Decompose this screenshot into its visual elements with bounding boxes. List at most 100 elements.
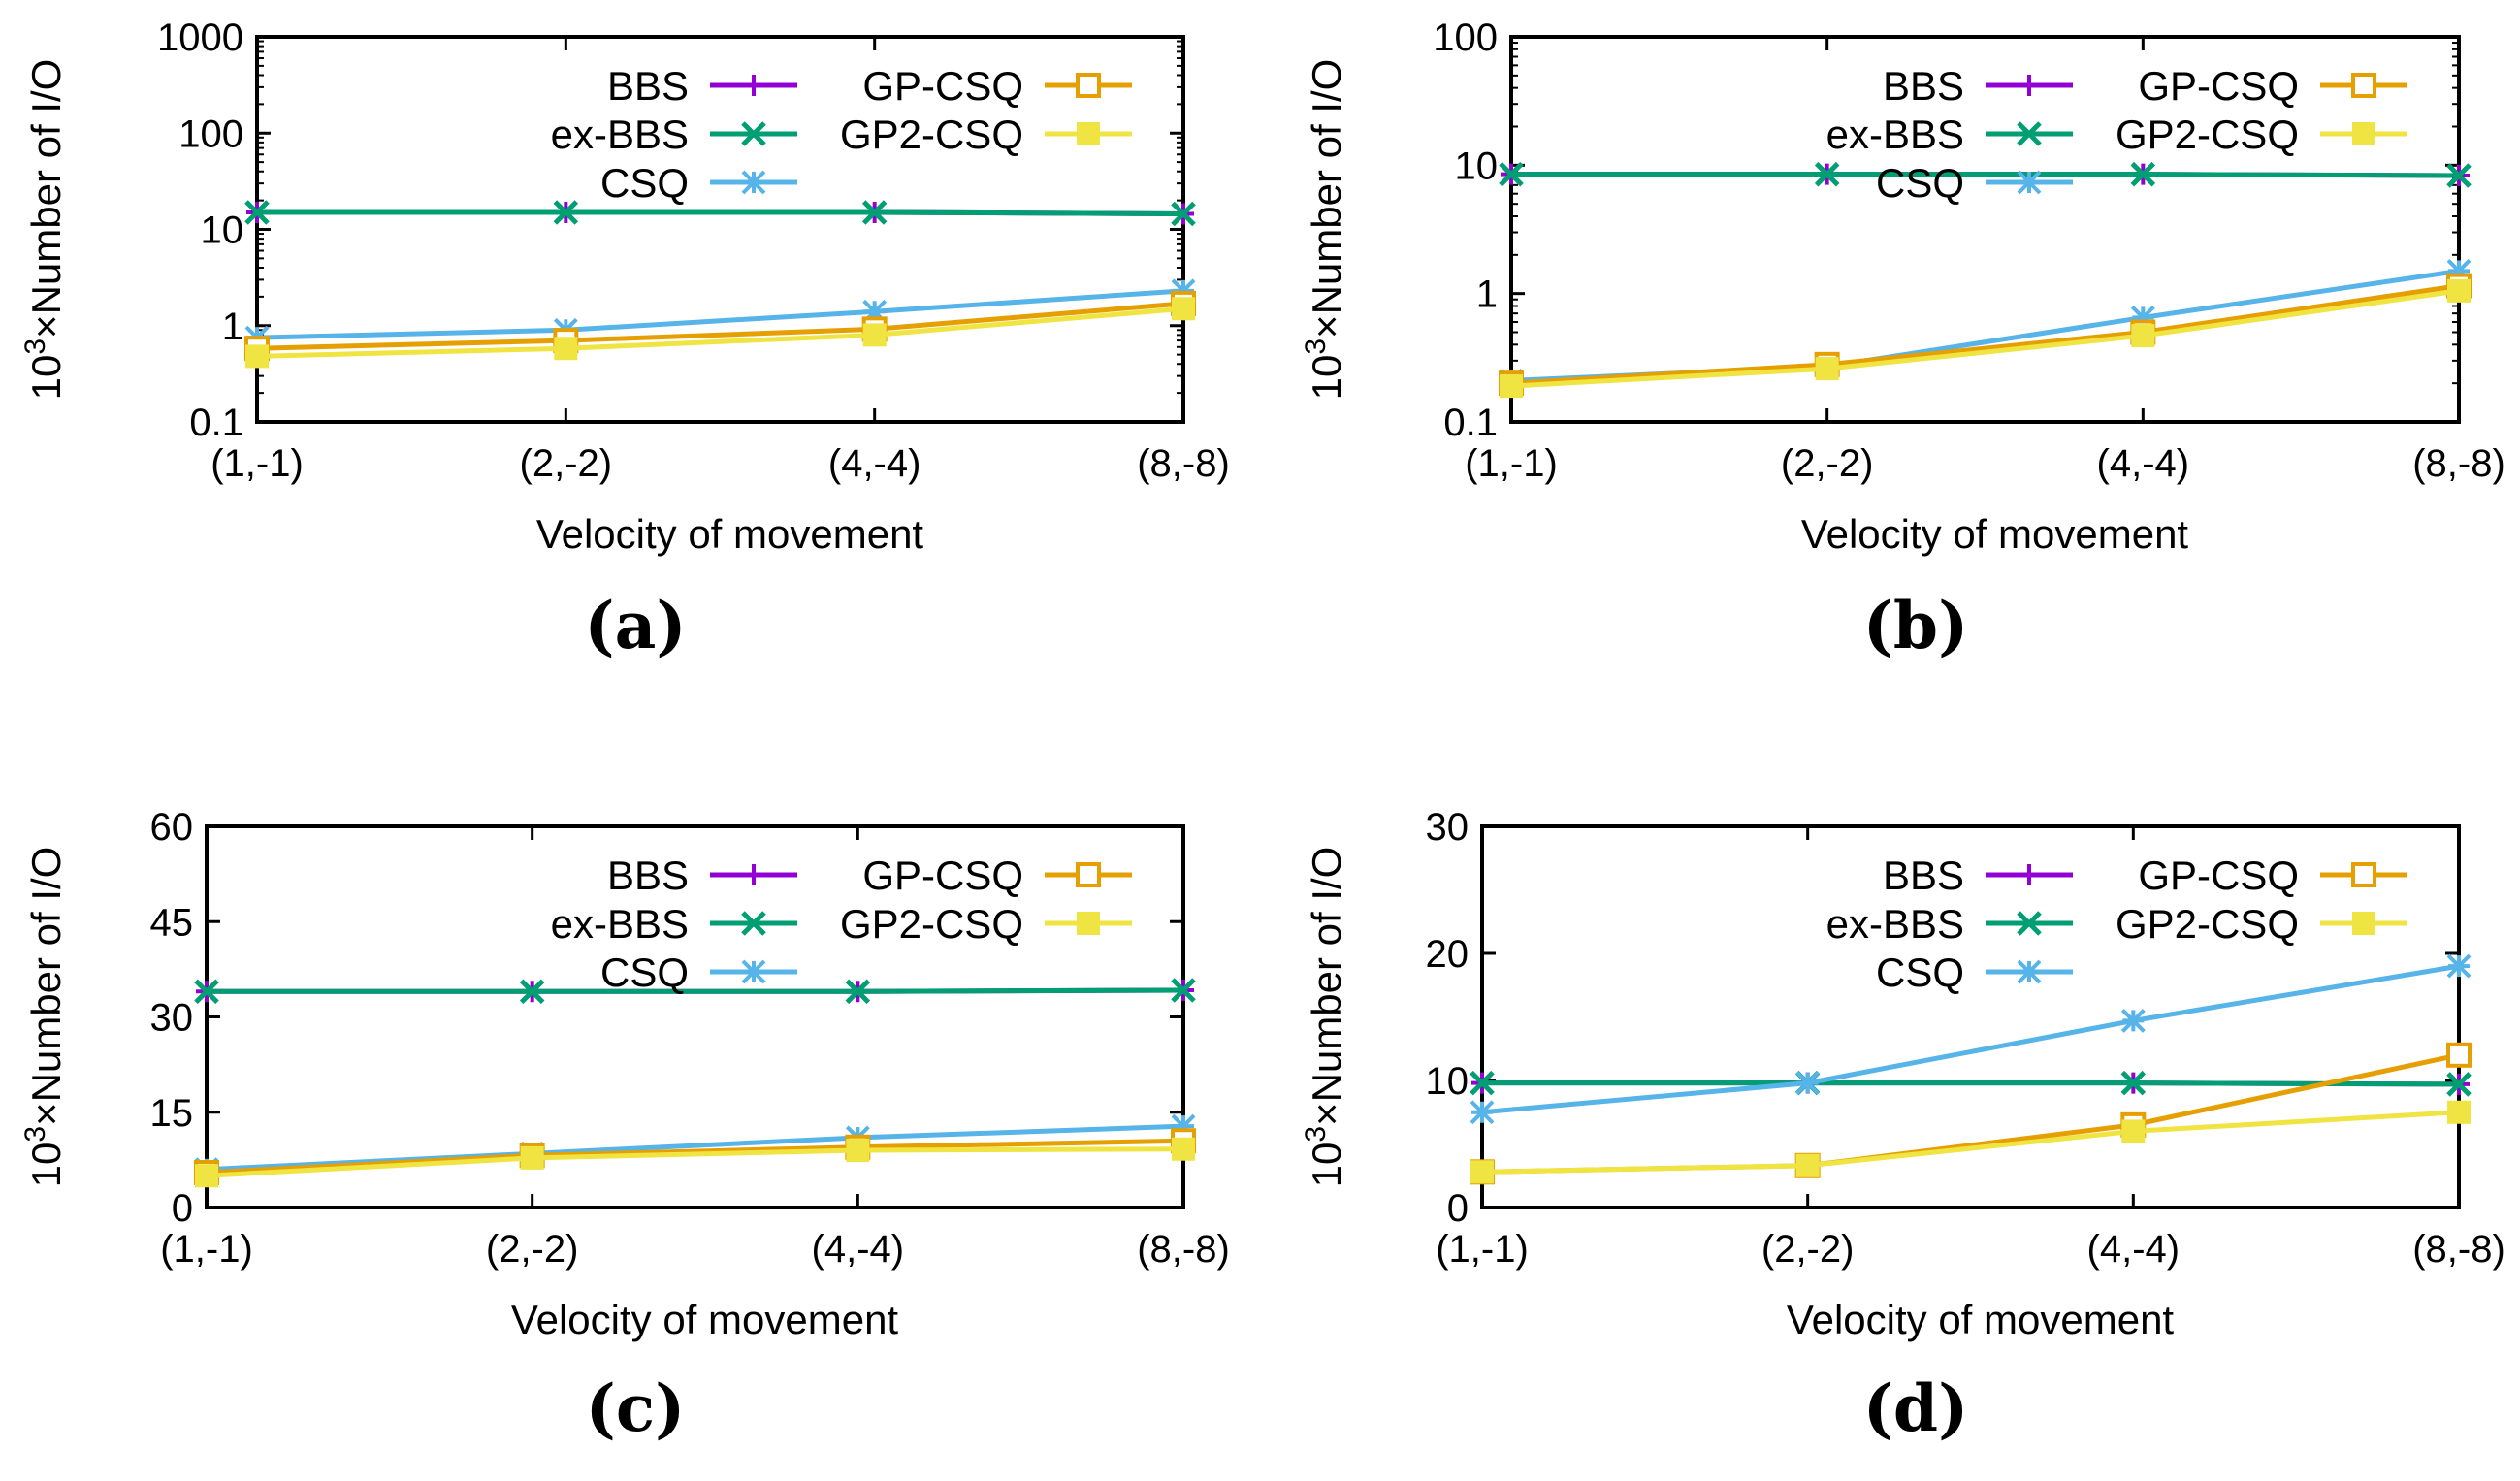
y-axis-title: 103×Number of I/O (19, 59, 69, 401)
legend-label-gp-csq: GP-CSQ (2138, 853, 2299, 898)
y-axis-title-base: 10 (23, 1143, 69, 1188)
y-axis-title-base: 10 (23, 355, 69, 401)
data-point-gp2-csq (1172, 297, 1195, 321)
x-tick-label: (8,-8) (2412, 442, 2505, 485)
data-point-ex-bbs (2446, 163, 2472, 188)
y-tick-label: 60 (150, 806, 194, 849)
legend-label-bbs: BBS (1883, 853, 1964, 898)
data-point-gp2-csq (1795, 1153, 1820, 1177)
legend-marker-ex-bbs (2017, 911, 2042, 936)
data-point-csq (862, 299, 888, 324)
data-point-ex-bbs (1499, 161, 1524, 187)
data-point-ex-bbs (1814, 161, 1840, 187)
y-axis-title-text: ×Number of I/O (1304, 847, 1349, 1126)
legend-marker-gp2-csq (1077, 122, 1100, 145)
x-tick-label: (1,-1) (1465, 442, 1558, 485)
y-tick-label: 100 (1433, 16, 1498, 59)
chart-panel-d: 0 10 20 30 (1,-1) (2,-2) (4,-4) (8,-8) Velocity … (1300, 806, 2505, 1446)
data-point-csq (1470, 1100, 1495, 1125)
data-point-csq (1171, 1113, 1196, 1139)
data-point-gp2-csq (1500, 374, 1523, 399)
series-line-gp-csq (206, 1138, 1184, 1175)
legend-marker-csq (741, 170, 766, 195)
data-point-ex-bbs (2120, 1070, 2147, 1096)
legend-label-gp-csq: GP-CSQ (862, 853, 1023, 898)
legend-label-bbs: BBS (607, 853, 689, 898)
series-line-ex-bbs (257, 209, 1184, 216)
plot-frame (255, 35, 1185, 424)
series-line-gp-csq (1510, 283, 2460, 386)
data-point-csq (2446, 258, 2472, 283)
legend-label-gp-csq: GP-CSQ (862, 63, 1023, 109)
legend-marker-gp-csq (2351, 73, 2376, 98)
legend-marker-gp-csq (1076, 73, 1101, 98)
data-point-ex-bbs (194, 979, 219, 1005)
chart-panel-a: 0.1 1 10 100 1000 (1,-1) (2,-2) (4,-4) (8,-8) Vel… (19, 16, 1230, 663)
y-tick-label: 1000 (157, 16, 243, 59)
data-point-ex-bbs (845, 979, 871, 1005)
x-tick-label: (1,-1) (210, 442, 304, 485)
y-tick-label: 100 (178, 113, 243, 155)
legend-label-gp2-csq: GP2-CSQ (2116, 901, 2299, 947)
data-point-gp2-csq (1172, 1137, 1195, 1161)
x-tick-label: (8,-8) (1137, 442, 1230, 485)
series-line-csq (1510, 268, 2460, 383)
y-tick-label: 10 (201, 209, 244, 252)
x-tick-label: (4,-4) (2087, 1228, 2181, 1271)
y-axis-title-text: ×Number of I/O (1304, 59, 1349, 338)
legend-marker-bbs (2019, 864, 2040, 885)
y-tick-label: 15 (150, 1092, 194, 1135)
x-tick-label: (1,-1) (1436, 1228, 1529, 1271)
y-tick-label: 30 (1426, 806, 1470, 849)
x-axis-title: Velocity of movement (536, 511, 924, 557)
plot-frame (1480, 824, 2461, 1209)
series-line-csq (1481, 963, 2460, 1115)
legend-label-gp2-csq: GP2-CSQ (2116, 112, 2299, 157)
data-point-gp2-csq (1470, 1160, 1494, 1184)
data-point-csq (1795, 1071, 1821, 1096)
x-tick-label: (4,-4) (2097, 442, 2190, 485)
x-tick-label: (8,-8) (2412, 1228, 2505, 1271)
x-axis-title: Velocity of movement (1787, 1297, 2175, 1342)
y-tick-label: 20 (1426, 933, 1470, 976)
legend-marker-gp2-csq (2352, 122, 2375, 145)
x-axis-title: Velocity of movement (511, 1297, 899, 1342)
series-line-csq (256, 288, 1184, 340)
y-tick-label: 10 (1455, 145, 1499, 187)
legend-label-ex-bbs: ex-BBS (1826, 901, 1964, 947)
y-tick-label: 0.1 (189, 402, 243, 444)
data-point-csq (2446, 953, 2472, 979)
series-line-ex-bbs (1511, 172, 2460, 178)
x-tick-label: (2,-2) (486, 1228, 579, 1271)
legend-marker-ex-bbs (741, 121, 766, 146)
data-point-ex-bbs (1470, 1070, 1495, 1096)
data-point-gp2-csq (245, 344, 269, 369)
data-point-ex-bbs (2130, 161, 2156, 187)
series-line-gp2-csq (256, 306, 1184, 359)
legend-marker-ex-bbs (2017, 121, 2042, 146)
data-point-gp2-csq (1815, 357, 1839, 381)
panel-caption: (c) (586, 1370, 686, 1446)
y-tick-label: 1 (1476, 274, 1498, 316)
legend-marker-ex-bbs (741, 911, 766, 936)
chart-panel-b: 0.1 1 10 100 (1,-1) (2,-2) (4,-4) (8,-8) Velocit… (1300, 16, 2505, 663)
data-point-gp2-csq (846, 1139, 870, 1163)
series-line-gp-csq (1481, 1052, 2460, 1175)
y-axis-title-base: 10 (1304, 355, 1349, 401)
y-axis-title: 103×Number of I/O (1300, 847, 1349, 1188)
panel-caption: (d) (1863, 1370, 1969, 1446)
y-tick-label: 0.1 (1443, 402, 1498, 444)
legend-label-bbs: BBS (1883, 63, 1964, 109)
y-tick-label: 45 (150, 901, 194, 944)
data-point-ex-bbs (1171, 201, 1196, 227)
legend-marker-gp2-csq (2352, 912, 2375, 935)
series-line-gp2-csq (206, 1146, 1184, 1178)
data-point-ex-bbs (1171, 978, 1196, 1003)
legend-marker-gp-csq (2351, 862, 2376, 887)
data-point-ex-bbs (553, 200, 579, 225)
x-tick-label: (8,-8) (1137, 1228, 1230, 1271)
series-line-csq (206, 1123, 1184, 1173)
data-point-ex-bbs (861, 200, 888, 225)
